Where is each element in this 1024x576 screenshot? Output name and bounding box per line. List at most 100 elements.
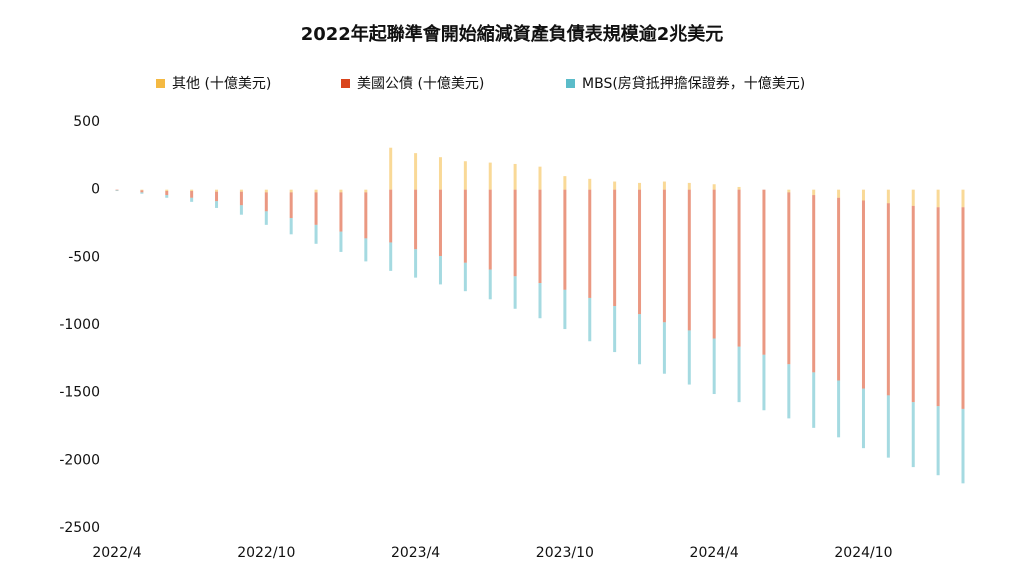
bar: [438, 157, 442, 190]
bar: [588, 178, 592, 190]
bar: [264, 189, 268, 193]
bar: [588, 297, 592, 342]
bar: [339, 189, 343, 193]
bar: [264, 211, 268, 225]
bar: [190, 191, 194, 198]
bar: [289, 192, 293, 219]
bar: [712, 184, 716, 190]
y-tick-label: 0: [91, 182, 100, 198]
bar: [389, 242, 393, 271]
bar: [115, 189, 119, 191]
bar: [762, 189, 766, 355]
bar: [961, 189, 965, 208]
bar: [837, 189, 841, 198]
bar: [861, 388, 865, 449]
bar: [414, 189, 418, 250]
bar: [687, 189, 691, 331]
bar: [513, 276, 517, 309]
bar: [140, 190, 144, 193]
bar: [165, 195, 169, 198]
bar: [886, 203, 890, 396]
bar: [463, 189, 467, 263]
bar: [538, 189, 542, 284]
bar: [190, 197, 194, 202]
bar: [289, 218, 293, 235]
bar: [538, 283, 542, 319]
bar: [140, 189, 144, 191]
bar: [389, 147, 393, 190]
bar: [364, 238, 368, 262]
bar: [215, 201, 219, 208]
bar: [662, 181, 666, 190]
bar: [239, 189, 243, 192]
bar: [190, 189, 194, 192]
bar: [389, 189, 393, 243]
bar: [513, 163, 517, 190]
legend-label: MBS(房貸抵押擔保證券，十億美元): [582, 75, 805, 92]
bar: [961, 207, 965, 409]
bar: [339, 231, 343, 252]
y-tick-label: -500: [68, 249, 100, 265]
bar: [812, 372, 816, 428]
bar: [737, 186, 741, 190]
bar: [638, 314, 642, 365]
bar: [787, 192, 791, 365]
bar: [886, 395, 890, 458]
bar: [961, 408, 965, 484]
bar: [712, 189, 716, 339]
legend-swatch: [566, 79, 575, 88]
x-tick-label: 2022/10: [237, 545, 295, 561]
bar: [762, 354, 766, 411]
bar: [165, 191, 169, 196]
bar: [314, 224, 318, 244]
bar: [861, 200, 865, 389]
bar: [364, 189, 368, 193]
bar: [812, 195, 816, 373]
bar: [488, 269, 492, 300]
bar: [563, 189, 567, 290]
legend-label: 美國公債 (十億美元): [357, 76, 484, 92]
bar: [737, 346, 741, 403]
bar: [812, 189, 816, 196]
bar: [538, 166, 542, 190]
bar: [588, 189, 592, 298]
bar: [936, 189, 940, 208]
bar: [613, 189, 617, 307]
bar: [712, 338, 716, 395]
chart-title: 2022年起聯準會開始縮減資產負債表規模逾2兆美元: [301, 23, 724, 45]
bar: [837, 197, 841, 381]
bar: [438, 255, 442, 285]
bar: [215, 189, 219, 192]
bar: [115, 190, 119, 192]
bar: [837, 380, 841, 438]
y-tick-label: -2000: [59, 452, 100, 468]
bar: [239, 205, 243, 215]
bar: [911, 189, 915, 206]
bar: [513, 189, 517, 277]
bar: [861, 189, 865, 201]
bar: [737, 189, 741, 347]
bar: [687, 182, 691, 190]
bar: [936, 406, 940, 476]
bar: [563, 176, 567, 190]
bar: [787, 189, 791, 193]
bar: [488, 162, 492, 190]
bar: [339, 192, 343, 232]
legend: 其他 (十億美元) 美國公債 (十億美元) MBS(房貸抵押擔保證券，十億美元): [156, 75, 805, 92]
bar: [638, 182, 642, 190]
legend-swatch: [341, 79, 350, 88]
bar: [264, 192, 268, 212]
bar: [936, 207, 940, 407]
x-tick-label: 2024/10: [834, 545, 892, 561]
bar: [165, 189, 169, 192]
x-tick-label: 2024/4: [690, 545, 739, 561]
y-tick-label: 500: [73, 114, 100, 130]
bar: [563, 289, 567, 330]
y-tick-label: -2500: [59, 520, 100, 536]
bar: [414, 153, 418, 190]
bar: [314, 189, 318, 193]
bar: [215, 191, 219, 202]
bar: [911, 402, 915, 468]
bar: [239, 191, 243, 206]
